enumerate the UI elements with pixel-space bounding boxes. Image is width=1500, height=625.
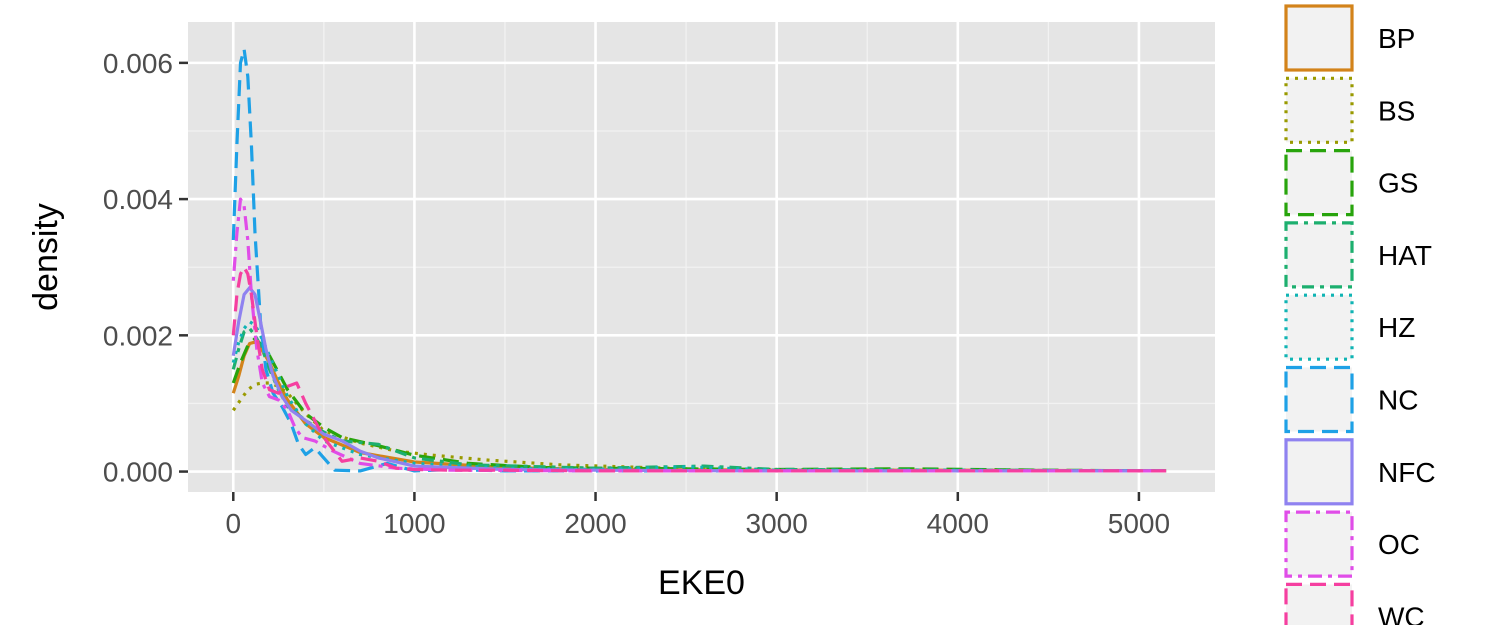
x-axis-title: EKE0 <box>658 564 745 602</box>
x-tick-label: 2000 <box>564 508 626 539</box>
series-line-nc <box>231 47 1167 473</box>
legend-key-bs <box>1284 76 1354 144</box>
x-tick-label: 1000 <box>383 508 445 539</box>
legend-key-hz <box>1284 293 1354 361</box>
x-tick-label: 5000 <box>1108 508 1170 539</box>
legend-item-hat: HAT <box>1284 221 1432 289</box>
legend-item-wc: WC <box>1284 582 1425 625</box>
x-tick-label: 4000 <box>927 508 989 539</box>
legend-label-hz: HZ <box>1378 312 1415 343</box>
series-layer <box>231 47 1167 473</box>
plot-panel <box>188 22 1215 492</box>
legend-label-nfc: NFC <box>1378 457 1436 488</box>
y-axis-title: density <box>27 203 65 311</box>
legend-item-oc: OC <box>1284 510 1420 578</box>
legend-label-bp: BP <box>1378 23 1415 54</box>
legend-item-gs: GS <box>1284 149 1418 217</box>
legend-key-wc <box>1284 582 1354 625</box>
series-line-wc <box>231 265 1167 473</box>
legend: BP BS GS HAT HZ NC NFC OC WC <box>1284 4 1436 625</box>
grid-minor <box>188 22 1215 492</box>
y-tick-label: 0.002 <box>103 320 173 351</box>
legend-label-wc: WC <box>1378 601 1425 625</box>
y-tick-label: 0.006 <box>103 48 173 79</box>
x-tick-label: 0 <box>225 508 241 539</box>
legend-key-nfc <box>1284 438 1354 506</box>
legend-item-hz: HZ <box>1284 293 1415 361</box>
legend-label-gs: GS <box>1378 168 1418 199</box>
legend-key-hat <box>1284 221 1354 289</box>
legend-label-nc: NC <box>1378 385 1418 416</box>
y-axis: 0.000 0.002 0.004 0.006 <box>103 48 188 488</box>
legend-label-bs: BS <box>1378 95 1415 126</box>
series-line-hat <box>231 326 1167 473</box>
y-tick-label: 0.004 <box>103 184 173 215</box>
legend-key-gs <box>1284 149 1354 217</box>
x-tick-label: 3000 <box>746 508 808 539</box>
legend-item-bs: BS <box>1284 76 1415 144</box>
legend-item-bp: BP <box>1284 4 1415 72</box>
legend-item-nfc: NFC <box>1284 438 1436 506</box>
legend-label-oc: OC <box>1378 529 1420 560</box>
series-line-hz <box>231 320 1167 473</box>
legend-key-bp <box>1284 4 1354 72</box>
y-tick-label: 0.000 <box>103 457 173 488</box>
legend-item-nc: NC <box>1284 365 1418 434</box>
legend-label-hat: HAT <box>1378 240 1432 271</box>
x-axis: 0 1000 2000 3000 4000 5000 <box>225 492 1170 539</box>
legend-key-oc <box>1284 510 1354 578</box>
legend-key-nc <box>1284 365 1354 434</box>
